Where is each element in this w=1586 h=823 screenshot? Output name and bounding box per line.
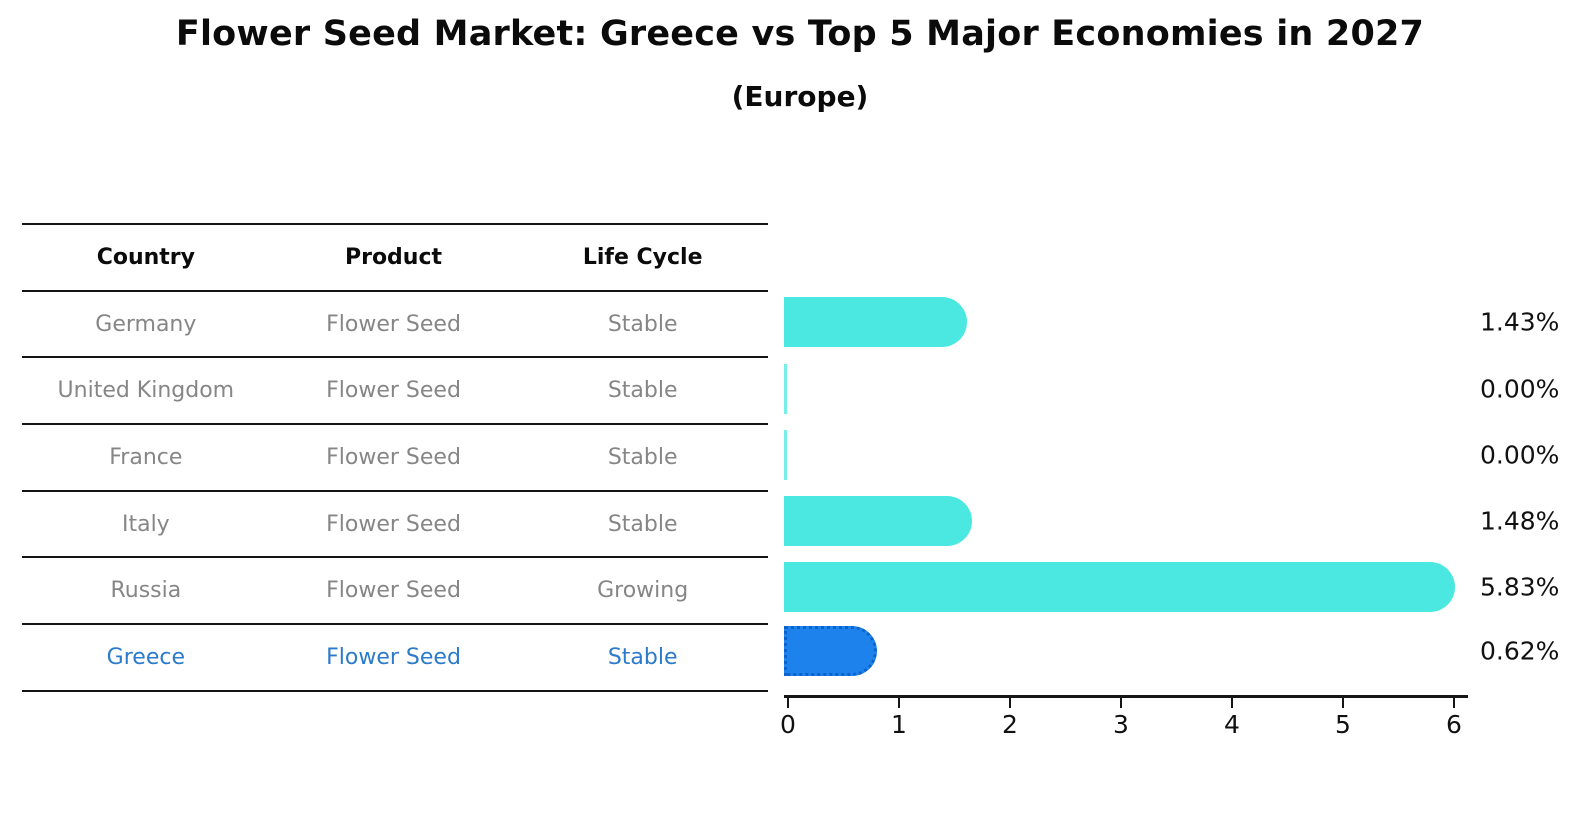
x-tick-mark (898, 698, 900, 708)
x-tick-mark (1453, 698, 1455, 708)
cell-life-cycle: Stable (607, 644, 678, 670)
table-body: Germany Flower Seed Stable United Kingdom Fl… (22, 292, 768, 692)
value-label-greece: 0.62% (1480, 636, 1560, 666)
x-tick-label: 2 (1002, 710, 1018, 739)
cell-product: Flower Seed (326, 378, 461, 404)
country-table: Country Product Life Cycle Germany Flower… (22, 223, 768, 692)
table-row-united-kingdom: United Kingdom Flower Seed Stable (22, 358, 768, 426)
cell-country: Greece (106, 644, 185, 670)
x-tick-mark (1342, 698, 1344, 708)
table-row-russia: Russia Flower Seed Growing (22, 558, 768, 626)
x-tick-label: 4 (1224, 710, 1240, 739)
table-row-france: France Flower Seed Stable (22, 425, 768, 492)
cell-country: France (109, 444, 183, 470)
cell-country: Italy (121, 511, 170, 537)
x-tick-label: 6 (1446, 710, 1462, 739)
chart-subtitle: (Europe) (731, 80, 869, 113)
column-header-life-cycle: Life Cycle (582, 244, 703, 270)
bar-france (784, 430, 787, 480)
cell-life-cycle: Growing (597, 578, 689, 604)
cell-product: Flower Seed (326, 444, 461, 470)
bar-germany (784, 297, 967, 347)
table-row-germany: Germany Flower Seed Stable (22, 292, 768, 359)
bar-italy (784, 496, 973, 546)
cell-life-cycle: Stable (607, 378, 678, 404)
cell-product: Flower Seed (326, 311, 461, 337)
x-tick-label: 1 (891, 710, 907, 739)
value-label-russia: 5.83% (1480, 572, 1560, 602)
x-tick-mark (787, 698, 789, 708)
cell-product: Flower Seed (326, 511, 461, 537)
chart-title: Flower Seed Market: Greece vs Top 5 Majo… (175, 14, 1425, 54)
bar-united-kingdom (784, 363, 787, 414)
value-label-italy: 1.48% (1480, 506, 1560, 536)
column-header-country: Country (96, 244, 195, 270)
x-tick-label: 5 (1335, 710, 1351, 739)
bar-greece (784, 626, 877, 676)
value-label-france: 0.00% (1480, 440, 1560, 470)
cell-life-cycle: Stable (607, 511, 678, 537)
value-label-united-kingdom: 0.00% (1480, 374, 1560, 403)
cell-country: Russia (110, 578, 182, 604)
x-tick-mark (1231, 698, 1233, 708)
table-row-greece: Greece Flower Seed Stable (22, 625, 768, 692)
x-tick-label: 3 (1113, 710, 1129, 739)
x-tick-mark (1120, 698, 1122, 708)
x-tick-label: 0 (780, 710, 796, 739)
cell-life-cycle: Stable (607, 444, 678, 470)
cell-country: United Kingdom (57, 378, 235, 404)
x-axis-spine (784, 695, 1468, 698)
bar-russia (784, 562, 1456, 612)
column-header-product: Product (344, 244, 443, 270)
value-label-germany: 1.43% (1480, 307, 1560, 337)
cell-life-cycle: Stable (607, 311, 678, 337)
x-tick-mark (1009, 698, 1011, 708)
cell-product: Flower Seed (326, 578, 461, 604)
cell-country: Germany (95, 311, 197, 337)
table-row-italy: Italy Flower Seed Stable (22, 492, 768, 559)
cell-product: Flower Seed (326, 644, 461, 670)
table-header-row: Country Product Life Cycle (22, 225, 768, 292)
